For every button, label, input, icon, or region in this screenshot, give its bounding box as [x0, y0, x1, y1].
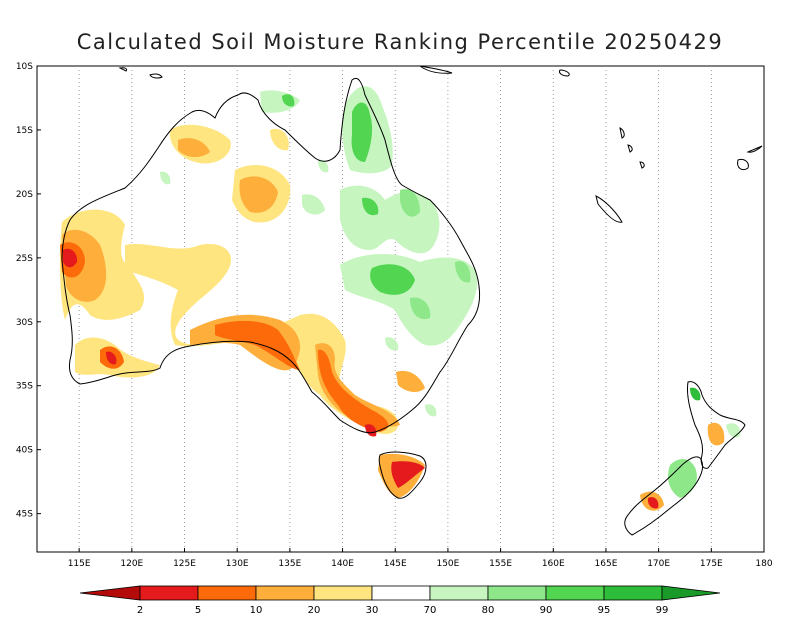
colorbar-label: 99: [656, 605, 669, 616]
lon-tick-label: 150E: [436, 559, 459, 569]
lat-tick-label: 25S: [16, 254, 33, 264]
lon-tick-label: 115E: [68, 559, 91, 569]
colorbar-segment: [139, 585, 199, 601]
lat-tick-label: 10S: [16, 62, 33, 72]
colorbar-label: 30: [366, 605, 379, 616]
lat-tick-label: 35S: [16, 382, 33, 392]
lon-tick-label: 155E: [489, 559, 512, 569]
colorbar-segment: [371, 585, 431, 601]
colorbar-left-arrow: [79, 585, 141, 601]
vanuatu-coast: [619, 127, 645, 169]
png-coast: [419, 65, 570, 77]
new-caledonia-coast: [595, 195, 623, 223]
lon-tick-label: 165E: [595, 559, 618, 569]
colorbar-segment: [545, 585, 605, 601]
solomon-coast: [746, 145, 763, 153]
colorbar-segment: [197, 585, 257, 601]
colorbar-segment: [487, 585, 547, 601]
colorbar-label: 5: [195, 605, 201, 616]
colorbar-label: 80: [482, 605, 495, 616]
lon-tick-label: 120E: [120, 559, 143, 569]
lat-tick-label: 15S: [16, 126, 33, 136]
lon-tick-label: 180: [755, 559, 772, 569]
map-axes: 115E 120E 125E 130E 135E 140E 145E 150E 155E 160E…: [16, 62, 773, 569]
lon-tick-label: 160E: [542, 559, 565, 569]
lon-tick-label: 170E: [647, 559, 670, 569]
lat-tick-label: 40S: [16, 446, 33, 456]
colorbar-label: 90: [540, 605, 553, 616]
coastlines: [61, 65, 763, 536]
colorbar-right-arrow: [661, 585, 721, 601]
colorbar-segment: [603, 585, 663, 601]
lon-tick-label: 130E: [226, 559, 249, 569]
lat-tick-label: 45S: [16, 510, 33, 520]
colorbar-segment: [313, 585, 373, 601]
colorbar-label: 20: [308, 605, 321, 616]
dry-anomaly-fields: [59, 124, 725, 511]
colorbar: 2 5 10 20 30 70 80 90 95 99: [79, 585, 721, 616]
timor-coast: [118, 67, 163, 79]
wet-anomaly-fields: [160, 86, 741, 498]
colorbar-label: 10: [250, 605, 263, 616]
tasmania-coast: [378, 451, 427, 499]
colorbar-label: 2: [137, 605, 143, 616]
nz-south-island-coast: [624, 456, 703, 536]
colorbar-segment: [255, 585, 315, 601]
colorbar-segment: [429, 585, 489, 601]
nz-north-island-coast: [687, 381, 746, 469]
lat-tick-label: 20S: [16, 190, 33, 200]
lon-tick-label: 125E: [173, 559, 196, 569]
lat-tick-label: 30S: [16, 318, 33, 328]
map-title: Calculated Soil Moisture Ranking Percent…: [76, 30, 724, 54]
lon-tick-label: 145E: [384, 559, 407, 569]
colorbar-label: 95: [598, 605, 611, 616]
graticule: [78, 66, 712, 552]
australia-coast: [61, 77, 481, 434]
lon-tick-label: 175E: [700, 559, 723, 569]
colorbar-label: 70: [424, 605, 437, 616]
fiji-coast: [737, 159, 749, 171]
lon-tick-label: 140E: [331, 559, 354, 569]
lon-tick-label: 135E: [278, 559, 301, 569]
